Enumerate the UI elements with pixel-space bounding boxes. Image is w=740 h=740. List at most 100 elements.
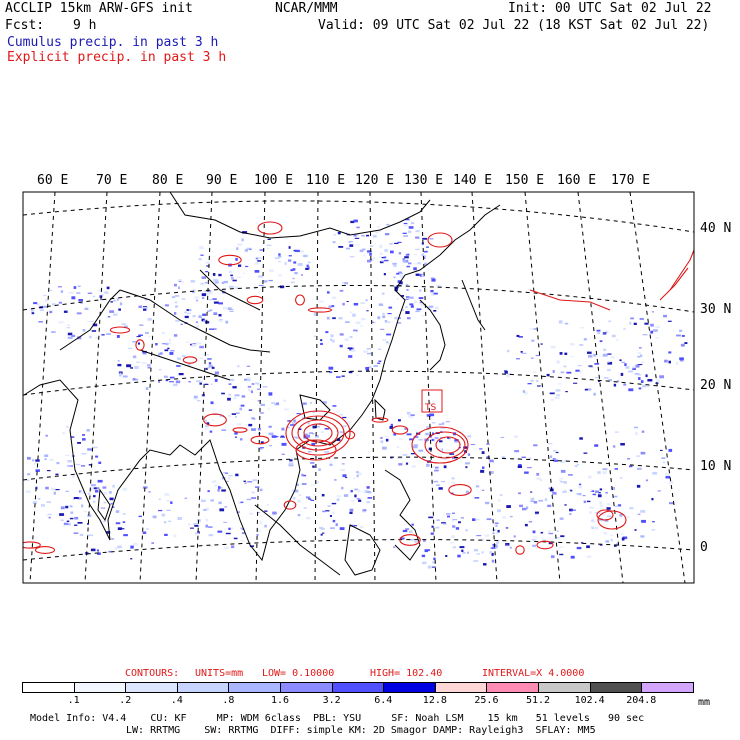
cumulus-speck — [228, 474, 233, 477]
cumulus-speck — [257, 388, 261, 390]
cumulus-speck — [426, 246, 429, 248]
cumulus-speck — [77, 336, 82, 340]
cumulus-speck — [118, 308, 121, 311]
cumulus-speck — [338, 414, 343, 416]
cumulus-speck — [81, 453, 87, 455]
cumulus-speck — [360, 302, 365, 304]
cumulus-speck — [247, 385, 252, 388]
cumulus-speck — [274, 257, 280, 259]
cumulus-speck — [302, 255, 307, 257]
cumulus-speck — [197, 399, 201, 402]
cumulus-speck — [53, 491, 56, 495]
cumulus-speck — [81, 504, 84, 508]
cumulus-speck — [552, 491, 557, 495]
cumulus-speck — [383, 259, 389, 262]
cumulus-speck — [169, 376, 175, 379]
cumulus-precip-field — [25, 218, 688, 569]
cumulus-speck — [260, 441, 264, 444]
cumulus-speck — [593, 353, 597, 357]
cumulus-speck — [619, 513, 623, 517]
cumulus-speck — [492, 532, 495, 534]
cumulus-speck — [230, 527, 234, 530]
cumulus-speck — [661, 457, 666, 459]
cumulus-speck — [205, 524, 208, 528]
cumulus-speck — [577, 364, 582, 367]
cumulus-speck — [331, 339, 335, 343]
cumulus-speck — [596, 329, 601, 332]
cumulus-speck — [413, 300, 417, 304]
colorbar-tick-label: 25.6 — [474, 695, 499, 706]
cumulus-speck — [386, 341, 389, 344]
cumulus-speck — [180, 281, 184, 283]
cumulus-speck — [599, 488, 603, 491]
cumulus-speck — [353, 219, 358, 223]
cumulus-speck — [594, 363, 600, 365]
cumulus-speck — [669, 502, 674, 505]
cumulus-speck — [614, 431, 619, 433]
cumulus-speck — [158, 352, 161, 356]
cumulus-speck — [223, 280, 228, 284]
cumulus-speck — [246, 498, 252, 501]
cumulus-speck — [556, 530, 559, 532]
cumulus-speck — [475, 485, 480, 488]
cumulus-speck — [353, 477, 356, 480]
cumulus-speck — [398, 438, 403, 440]
cumulus-speck — [295, 483, 299, 486]
cumulus-speck — [559, 477, 563, 480]
cumulus-speck — [326, 316, 330, 320]
cumulus-speck — [109, 491, 112, 494]
cumulus-speck — [124, 325, 128, 329]
cumulus-speck — [451, 477, 455, 480]
cumulus-speck — [457, 554, 461, 558]
cumulus-speck — [405, 296, 410, 299]
cumulus-speck — [644, 322, 649, 325]
cumulus-speck — [361, 248, 366, 251]
cumulus-speck — [597, 494, 602, 498]
cumulus-speck — [306, 516, 311, 520]
cumulus-speck — [378, 360, 382, 362]
cumulus-speck — [231, 277, 234, 280]
cumulus-speck — [394, 242, 399, 244]
cumulus-speck — [169, 338, 171, 342]
cumulus-speck — [599, 501, 602, 505]
cumulus-speck — [433, 292, 438, 295]
cumulus-speck — [384, 435, 389, 438]
cumulus-speck — [431, 438, 434, 441]
cumulus-speck — [527, 383, 532, 385]
cumulus-speck — [205, 293, 209, 295]
cumulus-speck — [583, 500, 587, 504]
cumulus-speck — [244, 249, 248, 252]
cumulus-speck — [213, 328, 217, 330]
cumulus-speck — [640, 510, 646, 513]
cumulus-speck — [365, 367, 370, 370]
cumulus-speck — [431, 278, 436, 282]
cumulus-speck — [205, 425, 209, 428]
cumulus-speck — [66, 327, 71, 329]
cumulus-speck — [164, 349, 169, 352]
cumulus-speck — [66, 426, 69, 428]
explicit-precip-cell — [515, 545, 525, 555]
cumulus-speck — [301, 473, 304, 477]
cumulus-speck — [241, 532, 246, 535]
cumulus-speck — [403, 224, 408, 227]
cumulus-speck — [556, 360, 560, 364]
cumulus-speck — [188, 309, 192, 312]
cumulus-speck — [548, 487, 554, 489]
cumulus-speck — [230, 308, 234, 310]
cumulus-speck — [552, 370, 555, 373]
cumulus-speck — [542, 539, 546, 541]
cumulus-speck — [638, 347, 642, 349]
cumulus-speck — [547, 443, 553, 445]
cumulus-speck — [435, 526, 440, 529]
cumulus-speck — [212, 273, 216, 276]
cumulus-speck — [46, 515, 49, 517]
cumulus-speck — [244, 378, 249, 381]
cumulus-speck — [210, 499, 214, 502]
cumulus-speck — [347, 347, 353, 349]
model-title: ACCLIP 15km ARW-GFS init — [5, 1, 193, 16]
cumulus-speck — [350, 311, 353, 314]
cumulus-speck — [73, 286, 77, 289]
cumulus-speck — [392, 262, 397, 265]
cumulus-speck — [491, 552, 494, 556]
cumulus-speck — [540, 531, 544, 534]
